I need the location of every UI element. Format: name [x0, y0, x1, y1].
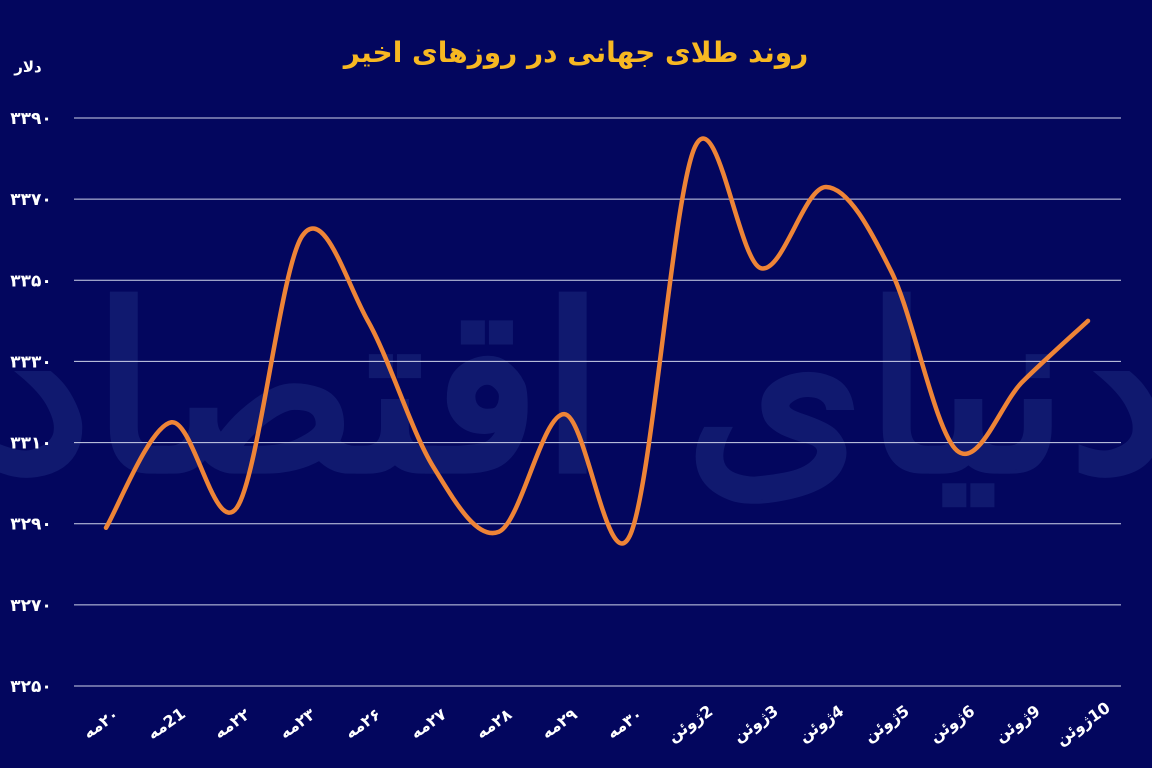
x-tick-label: 6ژوئن: [926, 701, 978, 746]
chart-title: روند طلای جهانی در روزهای اخیر: [343, 36, 809, 69]
x-tick-label: 4ژوئن: [795, 701, 847, 746]
x-tick-label: 5ژوئن: [860, 701, 912, 746]
x-tick-label: ۲۲مه: [210, 704, 253, 742]
data-point: [824, 184, 829, 189]
x-tick-label: ۳۰مه: [603, 704, 646, 742]
x-tick-label: ۲۸مه: [472, 704, 515, 742]
data-point: [431, 464, 436, 469]
data-point: [169, 420, 174, 425]
data-point: [365, 318, 370, 323]
data-point: [1086, 318, 1090, 323]
y-tick-label: ۳۳۳۰: [10, 352, 52, 372]
data-point: [1020, 379, 1025, 384]
data-point: [955, 448, 960, 453]
y-tick-label: ۳۳۷۰: [10, 190, 52, 210]
grid-lines: [74, 117, 1121, 687]
data-point: [104, 525, 108, 530]
x-axis-ticks: ۲۰مه 21مه ۲۲مه ۲۳مه ۲۶مه ۲۷مه ۲۸مه ۲۹مه ۳۰مه 2ژوئ…: [79, 698, 1113, 749]
watermark-logo: دنیای اقتصاد: [0, 255, 1152, 525]
data-point: [234, 505, 239, 510]
series-line-group: [103, 136, 1091, 546]
y-tick-label: ۳۳۵۰: [10, 271, 52, 291]
x-tick-label: ۲۹مه: [538, 704, 581, 742]
x-tick-label: 21مه: [144, 704, 189, 744]
data-point: [627, 533, 632, 538]
x-tick-label: 10ژوئن: [1052, 698, 1114, 749]
y-tick-label: ۳۳۱۰: [10, 434, 52, 454]
data-point: [300, 233, 305, 238]
x-tick-label: ۲۷مه: [407, 704, 450, 742]
y-tick-label: ۳۲۹۰: [10, 515, 52, 535]
x-tick-label: ۲۶مه: [341, 704, 384, 742]
x-tick-label: 9ژوئن: [991, 701, 1043, 746]
x-tick-label: ۲۰مه: [79, 704, 122, 742]
y-axis-label: دلار: [13, 58, 42, 76]
x-tick-label: ۲۳مه: [276, 704, 319, 742]
y-tick-label: ۳۲۷۰: [10, 596, 52, 616]
data-point: [889, 270, 894, 275]
x-tick-label: 2ژوئن: [664, 701, 716, 746]
y-axis-ticks: ۳۳۹۰ ۳۳۷۰ ۳۳۵۰ ۳۳۳۰ ۳۳۱۰ ۳۲۹۰ ۳۲۷۰ ۳۲۵۰: [10, 109, 52, 697]
data-point: [496, 529, 501, 534]
data-point: [562, 412, 567, 417]
y-tick-label: ۳۳۹۰: [10, 109, 52, 129]
x-tick-label: 3ژوئن: [729, 701, 781, 746]
data-point: [758, 266, 763, 271]
y-tick-label: ۳۲۵۰: [10, 677, 52, 697]
data-point: [693, 144, 698, 149]
series-line: [103, 136, 1091, 546]
